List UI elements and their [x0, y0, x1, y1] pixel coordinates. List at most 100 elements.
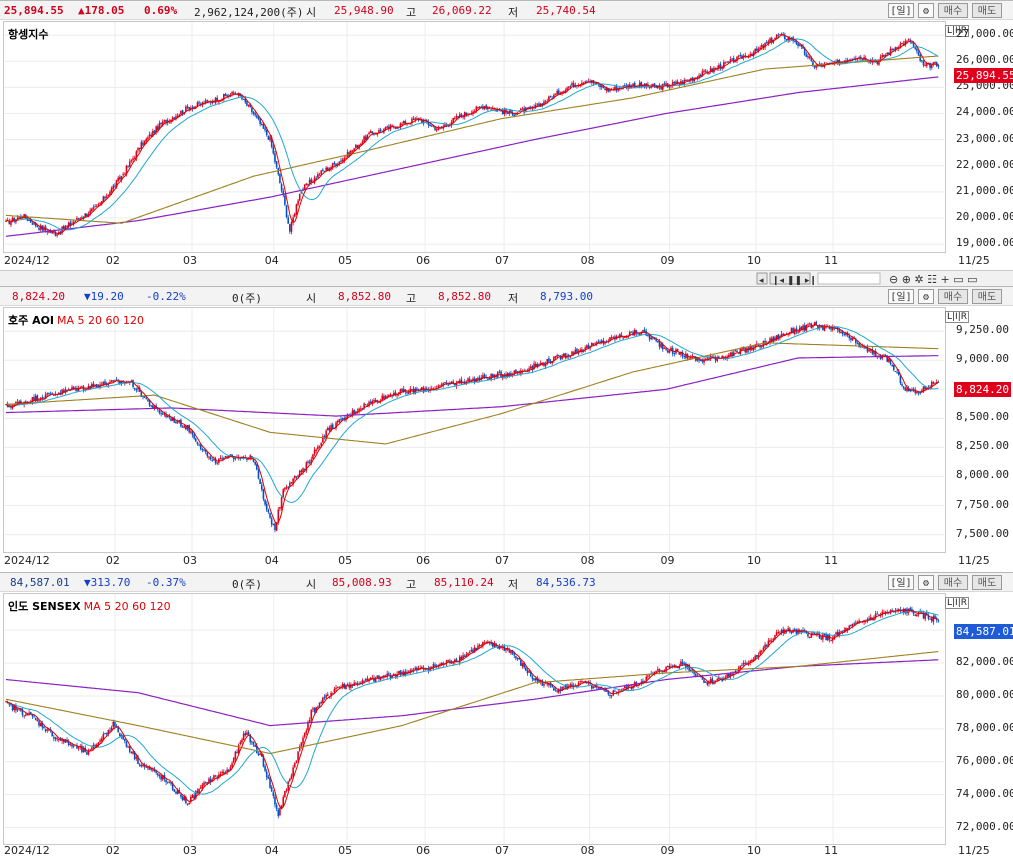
candle-body	[77, 387, 80, 391]
candle-body	[546, 101, 549, 103]
candle-body	[20, 216, 22, 218]
candle-body	[779, 632, 781, 634]
candle-body	[812, 632, 814, 634]
candle-body	[719, 64, 722, 69]
gear-icon[interactable]: ⚙	[918, 3, 934, 18]
period-button[interactable]: [일]	[888, 3, 914, 18]
plot-area[interactable]	[3, 593, 946, 845]
candle-body	[66, 740, 68, 743]
candle-body	[133, 752, 136, 760]
candle-body	[310, 710, 313, 720]
candle-body	[792, 328, 794, 334]
gear-icon[interactable]: ⚙	[918, 289, 934, 304]
candle-body	[762, 647, 765, 651]
candle-body	[511, 112, 514, 116]
candle-body	[216, 97, 219, 102]
candle-body	[478, 377, 481, 381]
period-button[interactable]: [일]	[888, 575, 914, 590]
candle-body	[680, 661, 682, 666]
candle-body	[866, 619, 869, 621]
candle-body	[160, 413, 162, 415]
candle-body	[373, 133, 375, 135]
candle-body	[170, 418, 172, 421]
x-tick-label: 10	[747, 554, 761, 567]
candle-body	[280, 805, 283, 809]
candle-body	[282, 489, 285, 497]
candle-body	[472, 649, 474, 653]
candle-body	[223, 458, 225, 460]
candle-body	[686, 79, 689, 81]
candle-body	[406, 392, 408, 394]
candle-body	[25, 714, 27, 716]
candle-body	[822, 634, 824, 640]
candle-body	[194, 438, 197, 442]
chart-scrollbar[interactable]: ◂ ❙◂ ❚❚ ▸❙ ⊖ ⊕ ✲ ☷ + ▭ ▭	[0, 270, 1013, 287]
candle-body	[574, 349, 577, 354]
candle-body	[701, 360, 704, 362]
candle-body	[135, 757, 138, 759]
candle-body	[919, 54, 921, 61]
candle-body	[43, 227, 45, 231]
candle-body	[16, 401, 19, 404]
candle-body	[317, 174, 319, 178]
candle-body	[112, 380, 115, 382]
candle-body	[315, 707, 318, 713]
candle-body	[359, 408, 362, 410]
sell-button[interactable]: 매도	[972, 575, 1002, 590]
buy-button[interactable]: 매수	[938, 575, 968, 590]
candle-body	[567, 86, 570, 88]
candle-body	[333, 162, 336, 165]
candle-body	[879, 356, 882, 360]
candle-body	[678, 352, 681, 355]
plot-area[interactable]	[3, 307, 946, 553]
candle-body	[325, 167, 327, 171]
lir-toggle[interactable]: L|I|R	[945, 25, 969, 37]
x-tick-label: 02	[105, 844, 120, 857]
y-tick-label: 8,250.00	[956, 439, 1009, 453]
candle-body	[221, 771, 223, 774]
candle-body	[142, 396, 144, 398]
plot-area[interactable]	[3, 21, 946, 253]
candle-body	[437, 127, 440, 130]
candle-body	[845, 333, 847, 335]
candle-body	[300, 742, 303, 747]
candle-body	[488, 378, 491, 380]
open-label: 시	[306, 292, 317, 305]
candle-body	[269, 137, 271, 141]
y-tick-label: 76,000.00	[956, 753, 1013, 767]
candle-body	[36, 395, 39, 401]
candle-body	[244, 98, 247, 103]
candle-body	[609, 694, 611, 696]
ma20-line	[5, 38, 939, 231]
candle-body	[155, 126, 157, 133]
candle-body	[935, 381, 938, 384]
y-tick-label: 9,250.00	[956, 323, 1009, 337]
candle-body	[208, 778, 210, 784]
candle-body	[292, 217, 294, 223]
sell-button[interactable]: 매도	[972, 289, 1002, 304]
candle-body	[571, 684, 573, 687]
candle-body	[378, 130, 380, 134]
candle-body	[43, 726, 45, 729]
buy-button[interactable]: 매수	[938, 3, 968, 18]
candle-body	[785, 39, 788, 41]
buy-button[interactable]: 매수	[938, 289, 968, 304]
lir-toggle[interactable]: L|I|R	[945, 311, 969, 323]
candle-body	[614, 86, 616, 90]
lir-toggle[interactable]: L|I|R	[945, 597, 969, 609]
candle-body	[183, 425, 186, 428]
candle-body	[147, 767, 149, 769]
candle-body	[815, 65, 818, 68]
candle-body	[185, 106, 187, 112]
gear-icon[interactable]: ⚙	[918, 575, 934, 590]
candle-body	[731, 58, 733, 60]
period-button[interactable]: [일]	[888, 289, 914, 304]
candle-body	[104, 196, 106, 199]
sell-button[interactable]: 매도	[972, 3, 1002, 18]
candle-body	[229, 767, 232, 770]
x-tick-label: 05	[338, 844, 353, 857]
candle-body	[724, 677, 727, 679]
candle-body	[72, 745, 75, 747]
candle-body	[904, 608, 907, 614]
candle-body	[328, 427, 331, 431]
